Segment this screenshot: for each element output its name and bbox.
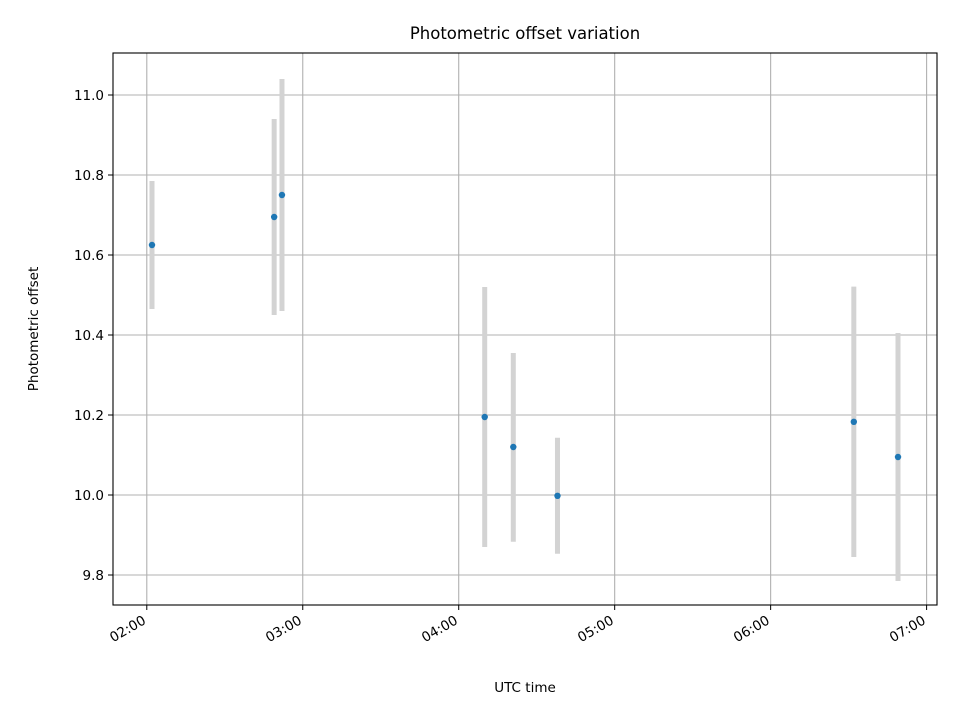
data-point [894,453,902,461]
grid [113,53,937,605]
y-tick-label: 11.0 [74,88,104,104]
data-point [850,418,858,425]
y-tick-label: 9.8 [83,568,104,584]
data-point [278,191,286,199]
y-tick-label: 10.8 [74,168,104,184]
y-axis-label: Photometric offset [26,267,42,391]
data-point [270,213,278,221]
data-point [554,492,561,499]
data-points [148,191,902,499]
data-point [510,443,517,451]
y-tick-label: 10.4 [74,328,104,344]
data-point [148,241,156,249]
chart-title: Photometric offset variation [410,24,640,43]
y-tick-label: 10.2 [74,408,104,424]
y-tick-label: 10.6 [74,248,104,264]
y-tick-label: 10.0 [74,488,104,504]
x-axis-label: UTC time [494,680,556,696]
plot-frame [112,52,938,606]
y-axis-ticks: 9.8 10.0 10.2 10.4 10.6 10.8 11.0 [74,88,113,584]
data-point [481,413,488,421]
